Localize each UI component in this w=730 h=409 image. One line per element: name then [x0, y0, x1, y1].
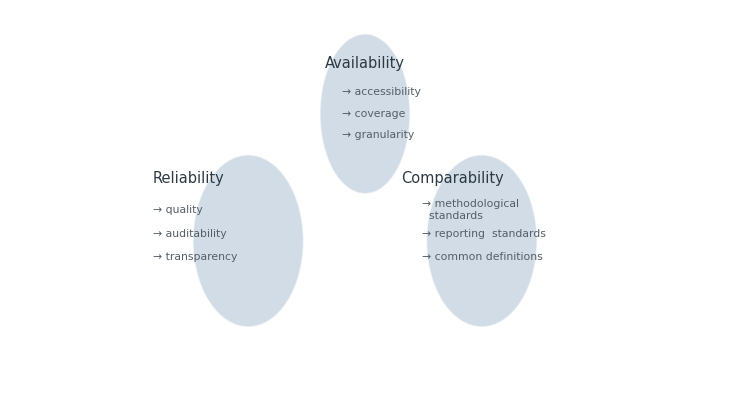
Text: → auditability: → auditability [153, 228, 227, 238]
Text: Availability: Availability [325, 56, 405, 71]
Text: Comparability: Comparability [402, 171, 504, 185]
Text: → coverage: → coverage [342, 108, 405, 118]
Text: → quality: → quality [153, 204, 203, 214]
Text: → methodological
  standards: → methodological standards [422, 198, 519, 220]
Ellipse shape [426, 155, 537, 327]
Text: → granularity: → granularity [342, 130, 414, 139]
Text: Reliability: Reliability [153, 171, 224, 185]
Text: → accessibility: → accessibility [342, 87, 420, 97]
Ellipse shape [193, 155, 304, 327]
Ellipse shape [320, 35, 410, 194]
Text: → reporting  standards: → reporting standards [422, 228, 546, 238]
Text: → common definitions: → common definitions [422, 252, 542, 262]
Text: → transparency: → transparency [153, 252, 238, 262]
